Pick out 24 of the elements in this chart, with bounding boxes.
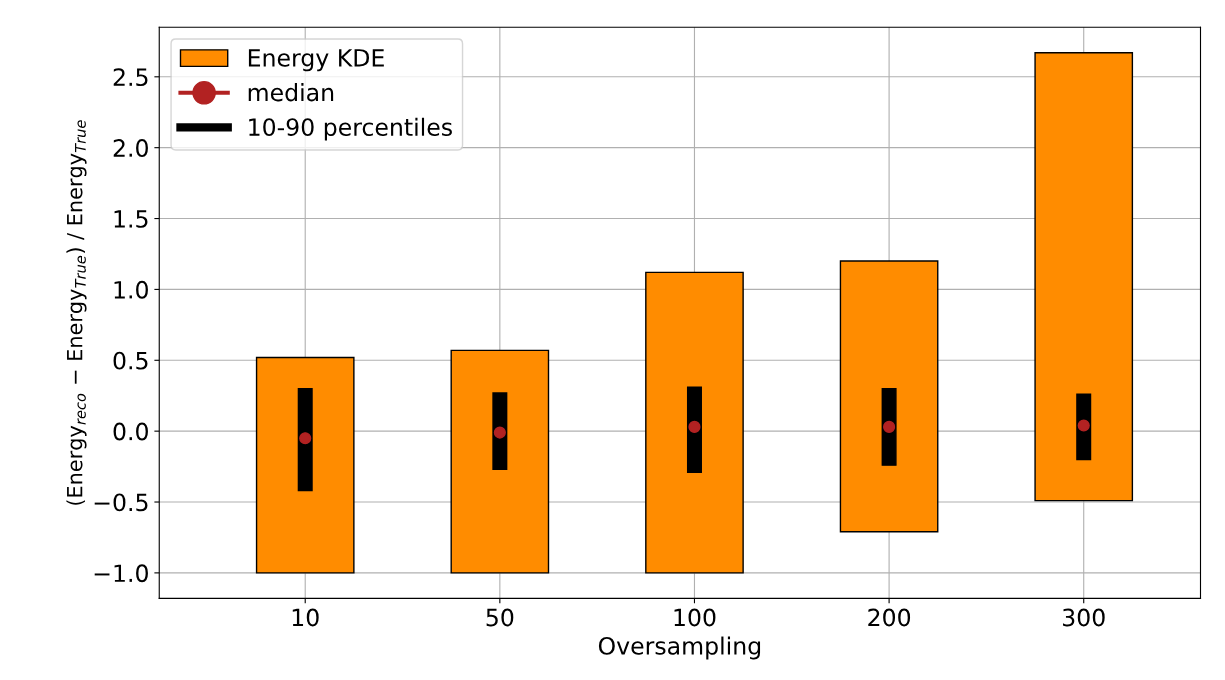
y-tick-label: 1.5: [114, 210, 148, 228]
y-tick-label: −0.5: [94, 493, 148, 512]
bar: [297, 387, 313, 492]
x-tick-label: 10: [292, 608, 319, 627]
y-axis-title: (Energy$_{reco}$ − Energy$_{True}$) / Energy$_{True}$: [66, 120, 87, 505]
x-tick-label: 300: [1062, 608, 1105, 627]
y-tick-label: 0.0: [113, 422, 148, 441]
y-tick-label: 0.5: [113, 351, 148, 370]
x-tick-label: 200: [868, 608, 911, 627]
bar: [1034, 52, 1134, 502]
y-tick-label: 2.0: [113, 139, 148, 157]
bar: [450, 349, 550, 574]
legend-label: 10-90 percentiles: [249, 117, 452, 141]
y-tick-label: −1.0: [94, 564, 148, 583]
bar: [645, 271, 744, 574]
legend-label: Energy KDE: [248, 49, 384, 72]
bar: [839, 260, 939, 533]
x-axis-title: Oversampling: [598, 636, 761, 660]
x-tick-label: 100: [674, 608, 716, 627]
x-tick-label: 50: [486, 608, 514, 627]
y-tick-label: 2.5: [113, 68, 148, 87]
legend-label: median: [248, 83, 334, 102]
bar: [255, 356, 355, 574]
y-tick-label: 1.0: [114, 280, 148, 299]
